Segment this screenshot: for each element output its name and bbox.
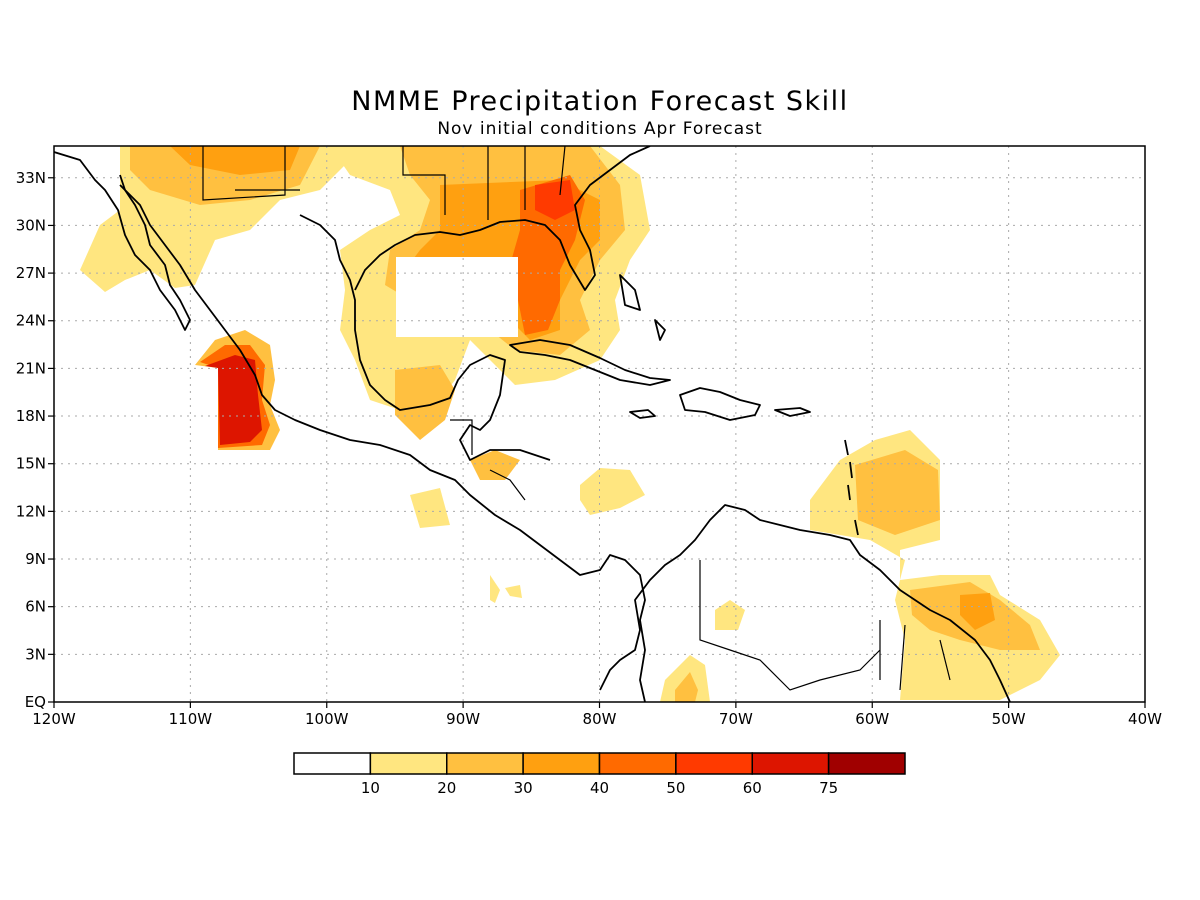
longitude-ticks: 120W 110W 100W 90W 80W 70W 60W 50W 40W — [32, 702, 1162, 728]
lat-tick-label: 12N — [16, 502, 46, 520]
lon-tick-label: 40W — [1128, 710, 1162, 728]
latitude-ticks: EQ 3N 6N 9N 12N 15N 18N 21N 24N 27N 30N 33N — [16, 169, 54, 711]
coastlines — [54, 146, 1011, 702]
lat-tick-label: 30N — [16, 216, 46, 234]
skill-region — [410, 488, 450, 528]
lat-tick-label: EQ — [25, 693, 46, 711]
lat-tick-label: 33N — [16, 169, 46, 187]
lat-tick-label: 18N — [16, 407, 46, 425]
map-title: NMME Precipitation Forecast Skill — [351, 86, 848, 117]
colorbar-label: 20 — [437, 779, 456, 797]
lat-tick-label: 9N — [25, 550, 46, 568]
skill-region — [855, 450, 940, 535]
skill-region — [535, 180, 575, 220]
colorbar-swatch — [675, 752, 753, 775]
skill-region — [205, 355, 262, 445]
skill-region — [470, 450, 520, 480]
skill-region — [505, 585, 522, 598]
colorbar-label: 50 — [666, 779, 685, 797]
colorbar-swatch — [751, 752, 830, 775]
skill-region — [675, 672, 698, 702]
colorbar: 10 20 30 40 50 60 75 — [293, 752, 906, 797]
map-gridlines — [54, 146, 1145, 702]
skill-region — [490, 575, 500, 603]
skill-region — [395, 365, 455, 440]
lon-tick-label: 70W — [719, 710, 753, 728]
colorbar-label: 30 — [514, 779, 533, 797]
lat-tick-label: 24N — [16, 312, 46, 330]
lat-tick-label: 27N — [16, 264, 46, 282]
lat-tick-label: 3N — [25, 645, 46, 663]
skill-region — [715, 600, 745, 630]
colorbar-swatch — [598, 752, 677, 775]
skill-region — [580, 468, 645, 515]
colorbar-label: 60 — [743, 779, 762, 797]
colorbar-label: 10 — [361, 779, 380, 797]
no-data-box — [396, 257, 462, 290]
skill-region — [960, 593, 995, 630]
colorbar-swatch — [446, 752, 524, 775]
colorbar-label: 75 — [819, 779, 838, 797]
skill-shading — [80, 146, 1060, 702]
colorbar-swatch — [293, 752, 372, 775]
political-borders — [202, 146, 951, 691]
lon-tick-label: 120W — [32, 710, 76, 728]
lon-tick-label: 80W — [583, 710, 617, 728]
lon-tick-label: 110W — [169, 710, 213, 728]
map-subtitle: Nov initial conditions Apr Forecast — [437, 119, 762, 139]
lon-tick-label: 50W — [992, 710, 1026, 728]
colorbar-label: 40 — [590, 779, 609, 797]
lat-tick-label: 21N — [16, 359, 46, 377]
lon-tick-label: 90W — [446, 710, 480, 728]
lat-tick-label: 15N — [16, 455, 46, 473]
lat-tick-label: 6N — [25, 598, 46, 616]
colorbar-swatch — [369, 752, 448, 775]
lon-tick-label: 60W — [855, 710, 889, 728]
colorbar-swatch — [522, 752, 601, 775]
skill-region — [510, 175, 585, 335]
lon-tick-label: 100W — [305, 710, 349, 728]
colorbar-swatch — [827, 752, 906, 775]
